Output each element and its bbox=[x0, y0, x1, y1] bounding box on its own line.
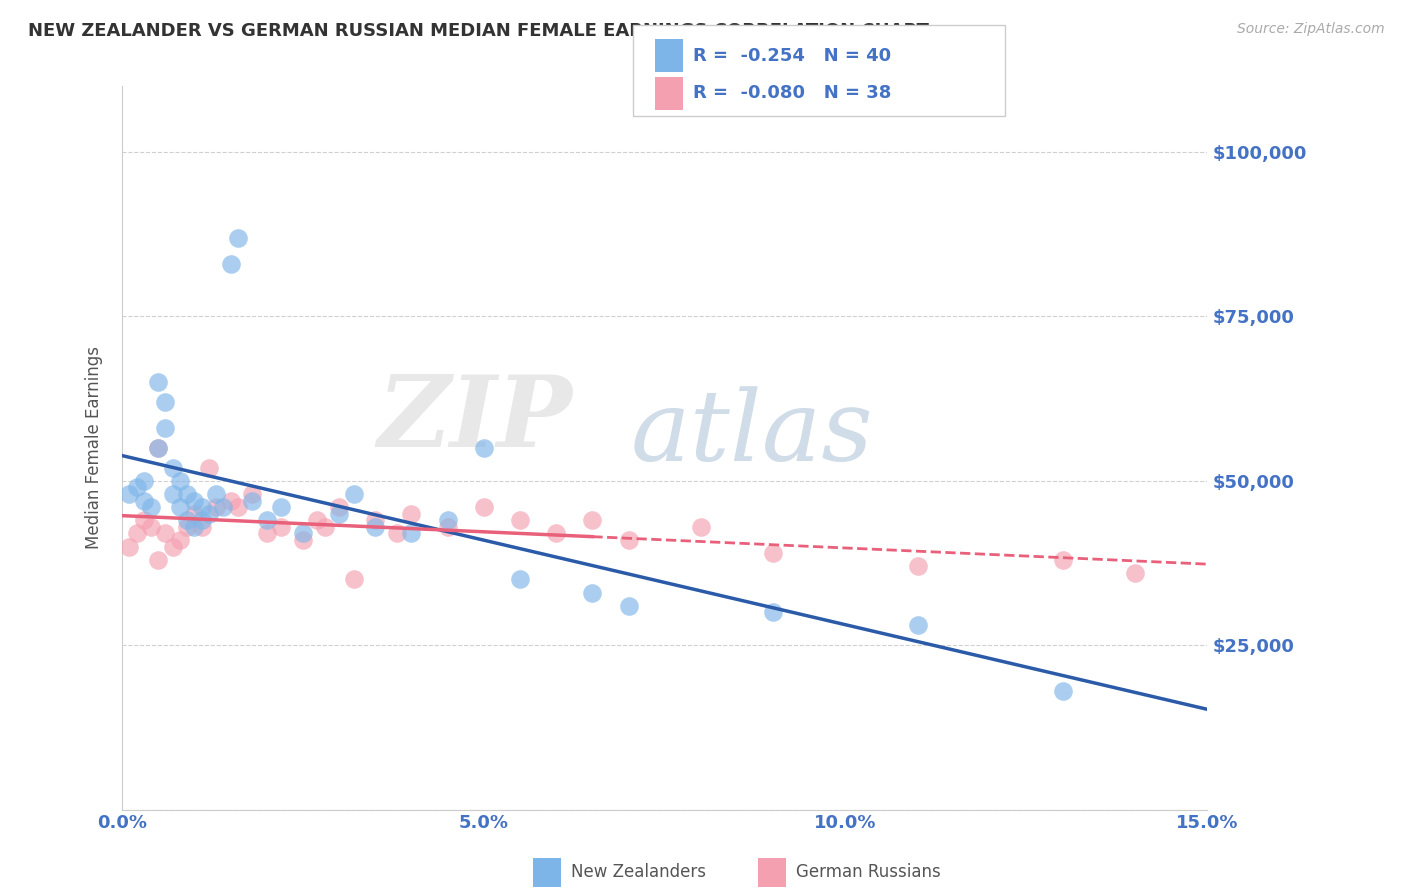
Point bbox=[139, 500, 162, 515]
Point bbox=[169, 533, 191, 547]
Point bbox=[328, 500, 350, 515]
Point bbox=[907, 618, 929, 632]
Point bbox=[617, 533, 640, 547]
Point bbox=[183, 493, 205, 508]
Point bbox=[546, 526, 568, 541]
Point bbox=[256, 526, 278, 541]
Point bbox=[155, 421, 177, 435]
Text: Source: ZipAtlas.com: Source: ZipAtlas.com bbox=[1237, 22, 1385, 37]
Point bbox=[328, 507, 350, 521]
Text: German Russians: German Russians bbox=[796, 863, 941, 881]
Point bbox=[169, 474, 191, 488]
Point bbox=[190, 513, 212, 527]
Point bbox=[125, 526, 148, 541]
Point bbox=[581, 585, 603, 599]
Point bbox=[219, 257, 242, 271]
Point bbox=[364, 513, 387, 527]
Point bbox=[291, 526, 314, 541]
Point bbox=[148, 375, 170, 389]
Point bbox=[155, 395, 177, 409]
Point bbox=[148, 441, 170, 455]
Point bbox=[472, 441, 495, 455]
Point bbox=[472, 500, 495, 515]
Point bbox=[162, 540, 184, 554]
Y-axis label: Median Female Earnings: Median Female Earnings bbox=[86, 346, 103, 549]
Point bbox=[509, 513, 531, 527]
Point bbox=[162, 460, 184, 475]
Point bbox=[176, 487, 198, 501]
Point bbox=[139, 520, 162, 534]
Text: R =  -0.254   N = 40: R = -0.254 N = 40 bbox=[693, 46, 891, 65]
Point bbox=[169, 500, 191, 515]
Point bbox=[314, 520, 336, 534]
Point bbox=[509, 573, 531, 587]
Point bbox=[690, 520, 713, 534]
Point bbox=[1123, 566, 1146, 580]
Text: NEW ZEALANDER VS GERMAN RUSSIAN MEDIAN FEMALE EARNINGS CORRELATION CHART: NEW ZEALANDER VS GERMAN RUSSIAN MEDIAN F… bbox=[28, 22, 929, 40]
Point bbox=[183, 507, 205, 521]
Point bbox=[762, 605, 785, 619]
Point bbox=[183, 520, 205, 534]
Point bbox=[118, 487, 141, 501]
Point bbox=[342, 573, 364, 587]
Point bbox=[291, 533, 314, 547]
Point bbox=[132, 493, 155, 508]
Point bbox=[125, 480, 148, 494]
Point bbox=[190, 500, 212, 515]
Point bbox=[205, 487, 228, 501]
Point bbox=[205, 500, 228, 515]
Point bbox=[155, 526, 177, 541]
Point bbox=[226, 230, 249, 244]
Point bbox=[581, 513, 603, 527]
Point bbox=[198, 460, 221, 475]
Point bbox=[1052, 684, 1074, 698]
Point bbox=[132, 474, 155, 488]
Point bbox=[132, 513, 155, 527]
Text: New Zealanders: New Zealanders bbox=[571, 863, 706, 881]
Point bbox=[342, 487, 364, 501]
Point bbox=[118, 540, 141, 554]
Point bbox=[270, 520, 292, 534]
Point bbox=[219, 493, 242, 508]
Point bbox=[240, 493, 263, 508]
Point bbox=[162, 487, 184, 501]
Point bbox=[226, 500, 249, 515]
Point bbox=[240, 487, 263, 501]
Point bbox=[198, 507, 221, 521]
Point bbox=[176, 513, 198, 527]
Point bbox=[617, 599, 640, 613]
Text: atlas: atlas bbox=[630, 386, 873, 481]
Point bbox=[212, 500, 235, 515]
Point bbox=[148, 441, 170, 455]
Point bbox=[364, 520, 387, 534]
Point bbox=[190, 520, 212, 534]
Point bbox=[148, 552, 170, 566]
Point bbox=[907, 559, 929, 574]
Point bbox=[1052, 552, 1074, 566]
Text: R =  -0.080   N = 38: R = -0.080 N = 38 bbox=[693, 85, 891, 103]
Point bbox=[176, 520, 198, 534]
Point bbox=[385, 526, 408, 541]
Point bbox=[436, 513, 458, 527]
Point bbox=[307, 513, 329, 527]
Point bbox=[270, 500, 292, 515]
Point bbox=[436, 520, 458, 534]
Point bbox=[762, 546, 785, 560]
Point bbox=[256, 513, 278, 527]
Text: ZIP: ZIP bbox=[377, 371, 572, 467]
Point bbox=[401, 526, 423, 541]
Point bbox=[401, 507, 423, 521]
